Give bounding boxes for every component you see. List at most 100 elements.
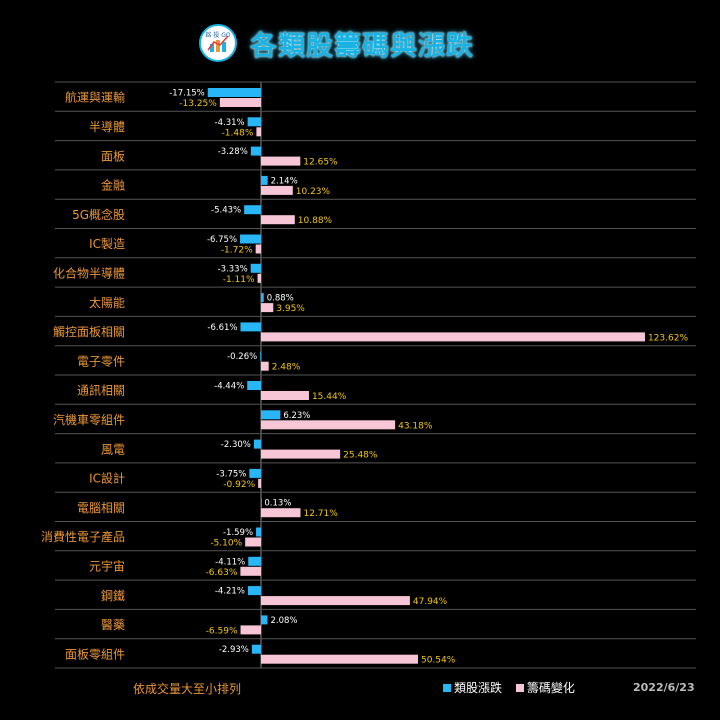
category-label: 醫藥 — [101, 618, 125, 632]
chip-change-label: 123.62% — [648, 333, 688, 343]
price-change-bar — [249, 468, 261, 478]
legend-item-chip: 籌碼變化 — [515, 679, 575, 696]
chip-change-label: 12.71% — [303, 509, 338, 519]
price-change-label: -1.59% — [223, 528, 253, 538]
category-label: 化合物半導體 — [53, 265, 125, 280]
chip-change-bar — [240, 625, 261, 635]
chip-change-bar — [261, 303, 274, 313]
price-change-bar — [247, 586, 261, 596]
chip-change-label: -0.92% — [223, 480, 255, 490]
legend-label-price: 類股漲跌 — [454, 681, 503, 695]
price-change-label: -6.61% — [207, 323, 237, 333]
price-change-label: -3.28% — [218, 147, 248, 157]
chip-change-label: 43.18% — [398, 421, 433, 431]
price-change-bar — [261, 293, 264, 303]
logo-text: 銘 投 GO — [205, 32, 231, 39]
price-change-bar — [261, 498, 262, 508]
price-change-label: -17.15% — [169, 89, 204, 99]
category-label: 風電 — [101, 442, 125, 456]
price-change-bar — [247, 117, 261, 127]
category-label: 鋼鐵 — [101, 588, 125, 603]
chip-change-label: -5.10% — [210, 539, 242, 549]
category-label: 半導體 — [89, 120, 125, 134]
chip-change-bar — [261, 332, 645, 342]
price-change-label: -2.93% — [219, 645, 249, 655]
price-change-label: -5.43% — [211, 206, 241, 216]
category-label: 元宇宙 — [89, 558, 125, 573]
legend-item-price: 類股漲跌 — [443, 679, 502, 696]
category-label: 面板 — [101, 149, 125, 163]
chip-change-bar — [261, 156, 301, 166]
chip-change-bar — [261, 361, 269, 371]
price-change-label: -4.31% — [215, 118, 245, 128]
chip-change-bar — [240, 566, 261, 576]
chip-change-label: 47.94% — [413, 597, 448, 607]
category-label: 消費性電子產品 — [41, 529, 125, 544]
chip-change-bar — [261, 654, 418, 664]
chart-header: 銘 投 GO 各類股籌碼與漲跌 — [0, 0, 720, 80]
chip-change-label: -1.11% — [223, 275, 255, 285]
chip-change-label: 25.48% — [343, 451, 378, 461]
category-label: 電子零件 — [77, 354, 125, 368]
chip-change-label: -6.63% — [206, 568, 238, 578]
price-change-bar — [244, 205, 261, 215]
category-label: 金融 — [101, 178, 125, 193]
category-label: IC製造 — [89, 237, 125, 251]
price-change-label: -3.75% — [216, 469, 246, 479]
price-change-bar — [250, 263, 261, 273]
category-label: 電腦相關 — [77, 500, 125, 515]
chip-change-bar — [219, 98, 261, 107]
category-label: IC設計 — [89, 471, 125, 486]
chip-change-label: 10.88% — [298, 216, 333, 226]
chip-change-bar — [257, 273, 261, 283]
price-change-label: -4.44% — [214, 382, 244, 392]
price-change-bar — [240, 234, 261, 244]
logo-chart-icon — [207, 35, 229, 52]
report-date: 2022/6/23 — [633, 681, 695, 694]
price-change-bar — [250, 146, 261, 156]
price-change-label: -0.26% — [227, 352, 257, 362]
chip-change-label: -6.59% — [206, 626, 238, 636]
chip-change-label: -13.25% — [179, 99, 217, 109]
chip-change-label: 50.54% — [421, 656, 456, 666]
chip-change-bar — [261, 449, 341, 459]
chip-change-bar — [261, 185, 293, 195]
chip-change-label: 3.95% — [276, 304, 305, 314]
price-change-bar — [240, 322, 261, 332]
chip-change-bar — [261, 596, 410, 606]
category-label: 通訊相關 — [77, 383, 125, 398]
brand-logo: 銘 投 GO — [199, 24, 237, 62]
price-change-label: 6.23% — [283, 411, 310, 421]
category-label: 航運與運輸 — [65, 90, 125, 105]
chip-change-label: 2.48% — [272, 363, 301, 373]
chart-title: 各類股籌碼與漲跌 — [250, 31, 474, 62]
sort-note: 依成交量大至小排列 — [133, 682, 242, 696]
price-change-bar — [261, 410, 281, 420]
chip-change-bar — [261, 508, 301, 518]
price-change-label: -4.21% — [215, 587, 245, 597]
category-label: 觸控面板相關 — [53, 324, 125, 339]
price-change-label: -6.75% — [207, 235, 237, 245]
price-change-bar — [260, 351, 261, 361]
chip-change-label: -1.72% — [221, 246, 253, 256]
price-change-label: 0.13% — [264, 499, 291, 509]
category-label: 汽機車零組件 — [53, 412, 125, 427]
price-change-bar — [253, 439, 261, 449]
price-change-bar — [247, 381, 261, 390]
price-change-label: -2.30% — [221, 440, 251, 450]
price-change-bar — [256, 527, 261, 537]
chip-change-bar — [256, 127, 261, 137]
chip-change-bar — [255, 244, 261, 254]
price-change-label: 2.08% — [270, 616, 297, 626]
chip-change-label: 12.65% — [303, 158, 338, 168]
chip-change-bar — [261, 420, 396, 430]
category-label: 太陽能 — [89, 295, 125, 310]
price-change-bar — [251, 644, 261, 654]
chip-change-label: 10.23% — [296, 187, 331, 197]
price-change-label: -3.33% — [218, 264, 248, 274]
chip-change-bar — [261, 391, 309, 400]
price-change-label: 2.14% — [271, 176, 298, 186]
price-change-bar — [261, 615, 268, 625]
price-change-label: -4.11% — [215, 557, 245, 567]
